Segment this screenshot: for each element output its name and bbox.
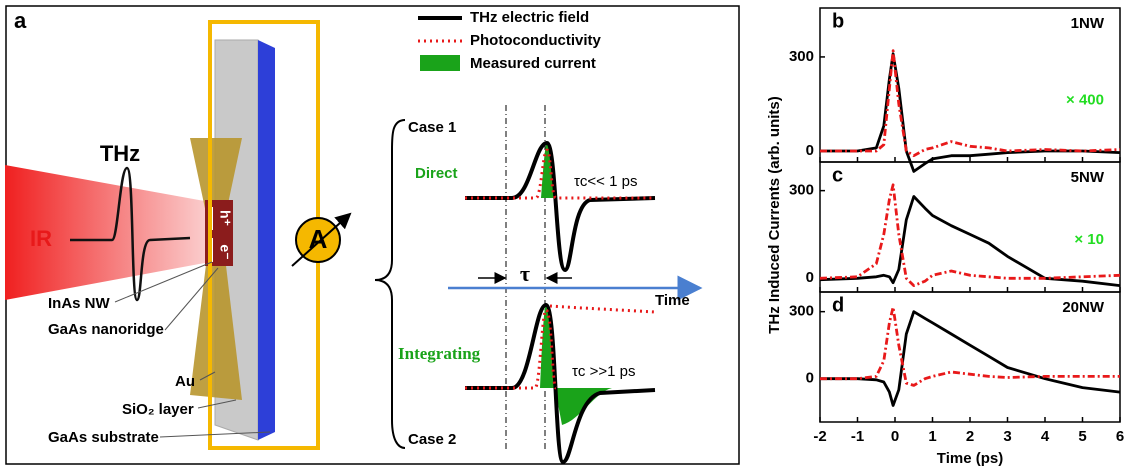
ammeter: [295, 217, 341, 263]
leaders: [114, 261, 271, 438]
case-label: Case 1: [408, 119, 456, 136]
substrate: [258, 40, 275, 440]
direct-label: Direct: [415, 165, 458, 182]
panel-letter: b: [832, 10, 844, 32]
annotation: 20NW: [1062, 299, 1105, 316]
field-curve: [465, 140, 656, 273]
tau-symbol: τ: [520, 261, 530, 286]
x-tick-label: 2: [966, 428, 974, 445]
series-line: [820, 305, 1120, 387]
legend-label: Photoconductivity: [470, 32, 601, 49]
label: InAs NW: [48, 295, 111, 312]
legend-label: THz electric field: [470, 9, 589, 26]
x-tick-label: 5: [1078, 428, 1086, 445]
panel-letter: c: [832, 164, 843, 186]
y-tick-label: 300: [789, 182, 814, 199]
x-axis-label: Time (ps): [937, 450, 1003, 467]
field-curve: [465, 302, 656, 465]
panel-letter: d: [832, 294, 844, 316]
legend-label: Measured current: [470, 55, 596, 72]
case-label: Case 2: [408, 431, 456, 448]
label: GaAs substrate: [48, 429, 159, 446]
scale-label: × 400: [1066, 91, 1104, 108]
brace: [374, 119, 406, 449]
tau-label: τc<< 1 ps: [574, 173, 637, 190]
ammeter-arrow: [291, 212, 352, 267]
label: Au: [175, 373, 195, 390]
y-tick-label: 0: [806, 370, 814, 387]
series-line: [820, 52, 1121, 173]
y-tick-label: 300: [789, 303, 814, 320]
series-line: [819, 195, 1121, 287]
time-label: Time: [655, 292, 690, 309]
thz-pulse: [70, 166, 191, 302]
au-electrode: [190, 138, 242, 400]
x-tick-label: 0: [891, 428, 899, 445]
annotation: 1NW: [1071, 15, 1105, 32]
ir-label: IR: [30, 226, 52, 251]
tau-label: τc >>1 ps: [572, 363, 635, 380]
annotation: 5NW: [1071, 169, 1105, 186]
electron-label: e⁻: [217, 244, 233, 259]
x-tick-label: 6: [1116, 428, 1124, 445]
y-axis-label: THz Induced Currents (arb. units): [766, 96, 783, 334]
y-tick-label: 0: [806, 142, 814, 159]
x-tick-label: 4: [1041, 428, 1050, 445]
y-tick-label: 0: [806, 269, 814, 286]
series-line: [819, 183, 1121, 287]
label: SiO₂ layer: [122, 401, 194, 418]
current-fill: [541, 143, 554, 198]
panel-letter: a: [14, 8, 27, 33]
ir-beam: [5, 165, 210, 300]
integrating-label: Integrating: [398, 344, 481, 363]
hole-label: h⁺: [217, 210, 233, 226]
x-tick-label: -2: [813, 428, 826, 445]
series-line: [820, 49, 1121, 158]
y-tick-label: 300: [789, 48, 814, 65]
x-tick-label: -1: [851, 428, 864, 445]
x-tick-label: 3: [1003, 428, 1011, 445]
thz-label: THz: [100, 141, 140, 166]
legend-swatch: [420, 55, 460, 71]
series-line: [820, 310, 1121, 407]
scale-label: × 10: [1074, 231, 1104, 248]
x-tick-label: 1: [928, 428, 936, 445]
label: GaAs nanoridge: [48, 321, 164, 338]
panel-a: a h⁺ e⁻ A THz IR InAs NW GaAs nanoridge …: [5, 5, 740, 465]
photo-curve: [465, 148, 655, 200]
